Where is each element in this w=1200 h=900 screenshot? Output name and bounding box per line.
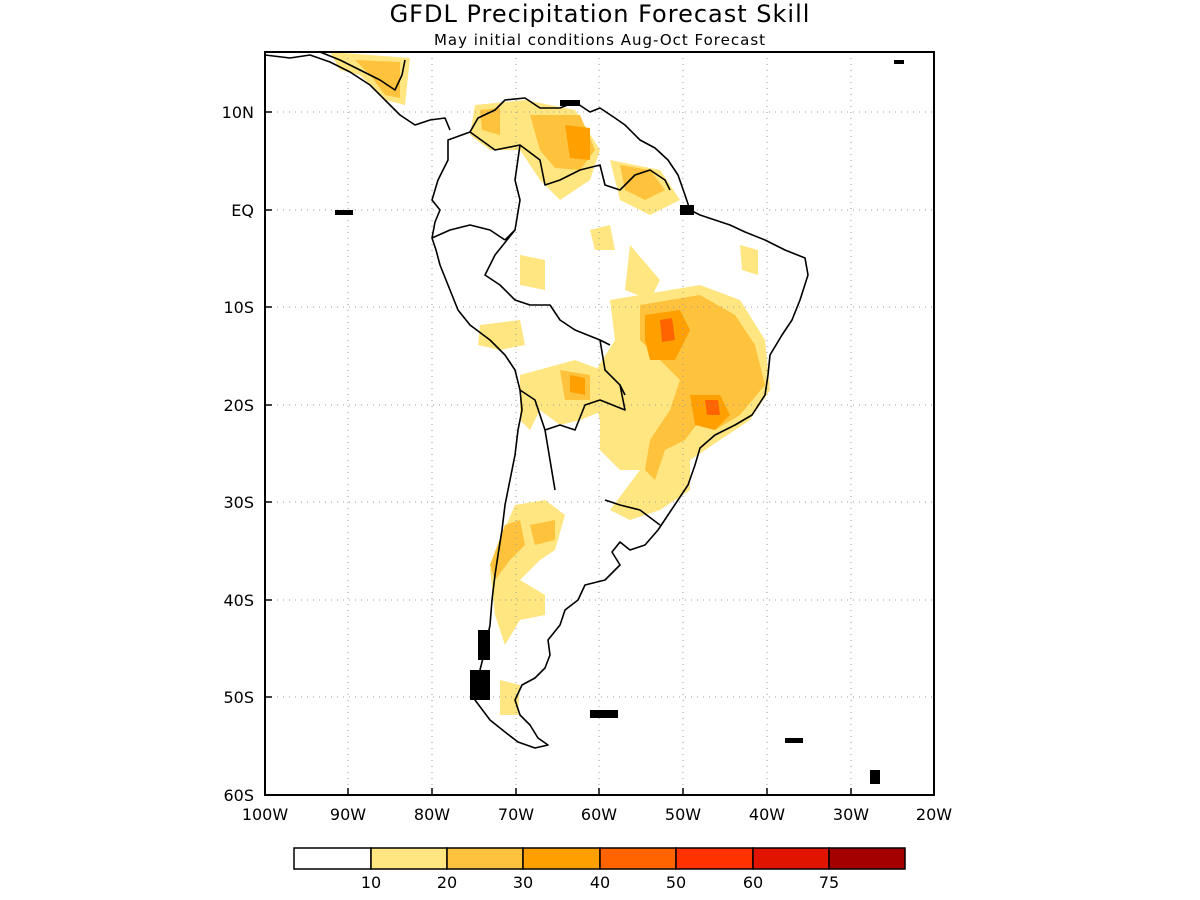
map-title: GFDL Precipitation Forecast Skill [390, 0, 811, 28]
lat-tick-label: 60S [223, 786, 254, 805]
lon-tick-label: 100W [242, 805, 289, 824]
legend-label: 30 [513, 873, 533, 892]
legend-swatch [675, 847, 754, 870]
central-america-coastline [265, 54, 451, 131]
latitude-labels: 10N EQ 10S 20S 30S 40S 50S 60S [222, 103, 254, 805]
lat-tick-label: 30S [223, 493, 254, 512]
lat-tick-label: 50S [223, 688, 254, 707]
lat-tick-label: 20S [223, 396, 254, 415]
lon-tick-label: 50W [665, 805, 701, 824]
lat-tick-label: 10N [222, 103, 254, 122]
legend-label: 40 [590, 873, 610, 892]
lon-tick-label: 40W [749, 805, 785, 824]
color-legend: 10 20 30 40 50 60 75 [293, 847, 906, 892]
legend-swatch [752, 847, 830, 870]
legend-swatch [293, 847, 372, 870]
lon-tick-label: 70W [498, 805, 534, 824]
map-subtitle: May initial conditions Aug-Oct Forecast [434, 31, 766, 49]
legend-swatch [522, 847, 601, 870]
lon-tick-label: 30W [833, 805, 869, 824]
legend-label: 20 [437, 873, 457, 892]
legend-label: 60 [743, 873, 763, 892]
legend-label: 50 [666, 873, 686, 892]
lat-tick-label: 10S [223, 298, 254, 317]
tick-marks [264, 111, 935, 796]
lon-tick-label: 60W [581, 805, 617, 824]
lon-tick-label: 20W [916, 805, 952, 824]
legend-swatch [828, 847, 906, 870]
plot-frame [264, 51, 935, 796]
islands [335, 60, 904, 784]
longitude-labels: 100W 90W 80W 70W 60W 50W 40W 30W 20W [242, 805, 952, 824]
legend-swatch [446, 847, 524, 870]
grid-lines [265, 52, 934, 795]
lat-tick-label: 40S [223, 591, 254, 610]
plot-area [265, 52, 934, 795]
skill-shading [330, 52, 770, 715]
legend-label: 75 [819, 873, 839, 892]
lon-tick-label: 90W [330, 805, 366, 824]
legend-label: 10 [361, 873, 381, 892]
lon-tick-label: 80W [414, 805, 450, 824]
country-borders [431, 131, 671, 526]
legend-swatch [370, 847, 448, 870]
coastlines [265, 52, 809, 749]
legend-swatch [599, 847, 677, 870]
lat-tick-label: EQ [231, 201, 254, 220]
